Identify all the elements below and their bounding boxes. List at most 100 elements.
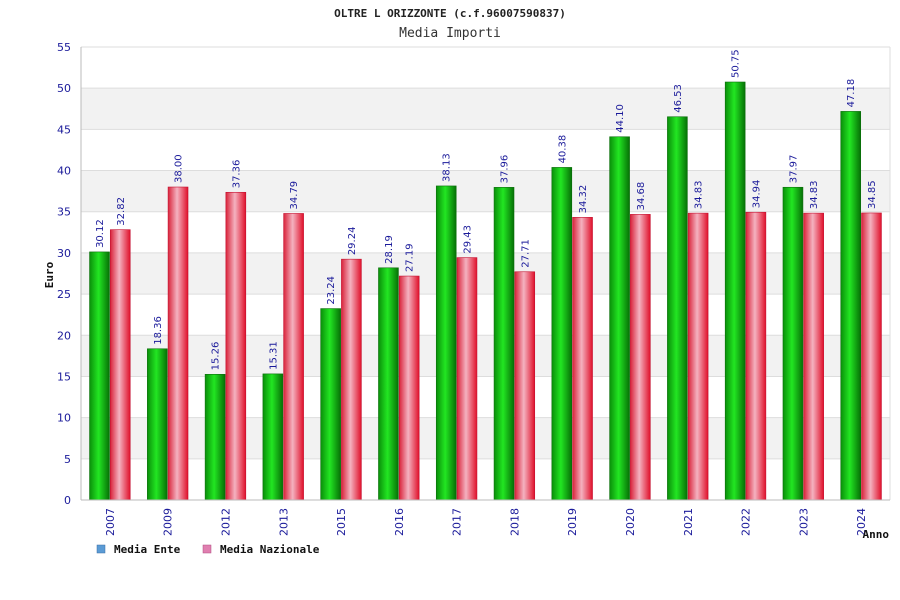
x-tick-label: 2007: [104, 508, 117, 536]
y-tick-label: 10: [57, 412, 71, 425]
y-tick-label: 50: [57, 82, 71, 95]
bar-media-nazionale-2007: [109, 229, 131, 501]
bar-media-ente-2013: [262, 373, 284, 501]
data-label: 44.10: [615, 104, 626, 133]
bars: [89, 81, 882, 501]
y-axis-ticks: 0 5 10 15 20 25 30 35 40 45 50 55: [57, 41, 71, 507]
x-tick-label: 2015: [335, 508, 348, 536]
bar-media-ente-2019: [551, 167, 573, 501]
data-label: 37.97: [788, 155, 799, 184]
data-label: 34.83: [694, 180, 705, 209]
x-tick-label: 2022: [740, 508, 753, 536]
bar-media-nazionale-2021: [687, 212, 709, 501]
bar-media-ente-2007: [89, 251, 110, 501]
chart-subtitle: Media Importi: [399, 26, 501, 41]
y-tick-label: 40: [57, 165, 71, 178]
bar-media-ente-2016: [378, 267, 399, 501]
bar-media-nazionale-2024: [861, 212, 882, 501]
y-tick-label: 15: [57, 370, 71, 383]
bar-media-ente-2015: [320, 308, 341, 501]
data-label: 34.68: [636, 182, 647, 211]
x-tick-label: 2019: [566, 508, 579, 536]
data-label: 34.32: [578, 185, 589, 214]
data-label: 34.79: [289, 181, 300, 210]
bar-media-nazionale-2022: [745, 211, 767, 501]
data-label: 15.31: [268, 341, 279, 370]
y-tick-label: 25: [57, 288, 71, 301]
x-axis-label: Anno: [863, 528, 890, 541]
data-label: 27.71: [520, 239, 531, 268]
data-label: 29.24: [347, 227, 358, 256]
y-tick-label: 35: [57, 206, 71, 219]
bar-media-nazionale-2015: [341, 258, 362, 501]
data-label: 15.26: [211, 342, 222, 371]
y-tick-label: 5: [64, 453, 71, 466]
data-label: 23.24: [326, 276, 337, 305]
plot-band: [81, 417, 890, 459]
data-labels: 30.12 32.82 18.36 38.00 15.26 37.36 15.31 34.79…: [95, 49, 878, 370]
x-tick-label: 2023: [797, 508, 810, 536]
data-label: 46.53: [673, 84, 684, 113]
data-label: 27.19: [405, 243, 416, 272]
legend: Media Ente Media Nazionale: [96, 543, 320, 556]
bar-media-ente-2012: [204, 374, 226, 501]
x-tick-label: 2016: [393, 508, 406, 536]
plot-band: [81, 88, 890, 130]
legend-label-media-ente: Media Ente: [114, 543, 181, 556]
bar-media-ente-2021: [667, 116, 688, 501]
y-tick-label: 20: [57, 329, 71, 342]
data-label: 38.13: [442, 153, 453, 182]
data-label: 30.12: [95, 219, 106, 248]
y-tick-label: 45: [57, 123, 71, 136]
data-label: 34.83: [809, 180, 820, 209]
data-label: 40.38: [557, 135, 568, 164]
plot-band: [81, 294, 890, 336]
data-label: 29.43: [462, 225, 473, 254]
plot-background: [81, 47, 890, 500]
y-axis-label: Euro: [43, 261, 56, 288]
bar-media-ente-2009: [147, 348, 168, 501]
plot-band: [81, 129, 890, 171]
data-label: 38.00: [174, 154, 185, 183]
plot-band: [81, 47, 890, 89]
legend-label-media-nazionale: Media Nazionale: [220, 543, 320, 556]
data-label: 34.94: [751, 180, 762, 209]
x-tick-label: 2021: [682, 508, 695, 536]
x-tick-label: 2013: [277, 508, 290, 536]
x-tick-label: 2024: [855, 508, 868, 536]
plot-band: [81, 458, 890, 500]
bar-media-ente-2017: [435, 185, 457, 501]
bar-media-nazionale-2023: [803, 212, 824, 501]
bar-media-ente-2018: [493, 187, 515, 501]
bar-media-nazionale-2009: [167, 186, 189, 501]
data-label: 32.82: [116, 197, 127, 226]
chart-title: OLTRE L ORIZZONTE (c.f.96007590837): [334, 7, 566, 20]
plot-band: [81, 252, 890, 295]
bar-media-nazionale-2019: [572, 217, 593, 501]
x-tick-label: 2020: [624, 508, 637, 536]
data-label: 18.36: [153, 316, 164, 345]
data-label: 37.96: [500, 155, 511, 184]
bar-media-ente-2020: [609, 136, 630, 501]
plot-band: [81, 376, 890, 418]
y-tick-label: 55: [57, 41, 71, 54]
bar-media-ente-2022: [724, 81, 746, 501]
data-label: 47.18: [846, 79, 857, 108]
bar-media-nazionale-2012: [225, 191, 247, 501]
x-tick-label: 2017: [451, 508, 464, 536]
legend-swatch-media-ente: [96, 544, 106, 554]
y-tick-label: 30: [57, 247, 71, 260]
data-label: 37.36: [231, 160, 242, 189]
bar-media-nazionale-2020: [630, 214, 651, 501]
data-label: 34.85: [867, 180, 878, 209]
bar-media-nazionale-2016: [398, 275, 420, 501]
legend-swatch-media-nazionale: [202, 544, 212, 554]
plot-band: [81, 211, 890, 253]
bar-media-nazionale-2018: [514, 271, 536, 501]
bar-media-ente-2024: [840, 111, 862, 501]
x-tick-label: 2009: [162, 508, 175, 536]
x-tick-label: 2012: [219, 508, 232, 536]
plot-band: [81, 170, 890, 212]
x-tick-label: 2018: [508, 508, 521, 536]
